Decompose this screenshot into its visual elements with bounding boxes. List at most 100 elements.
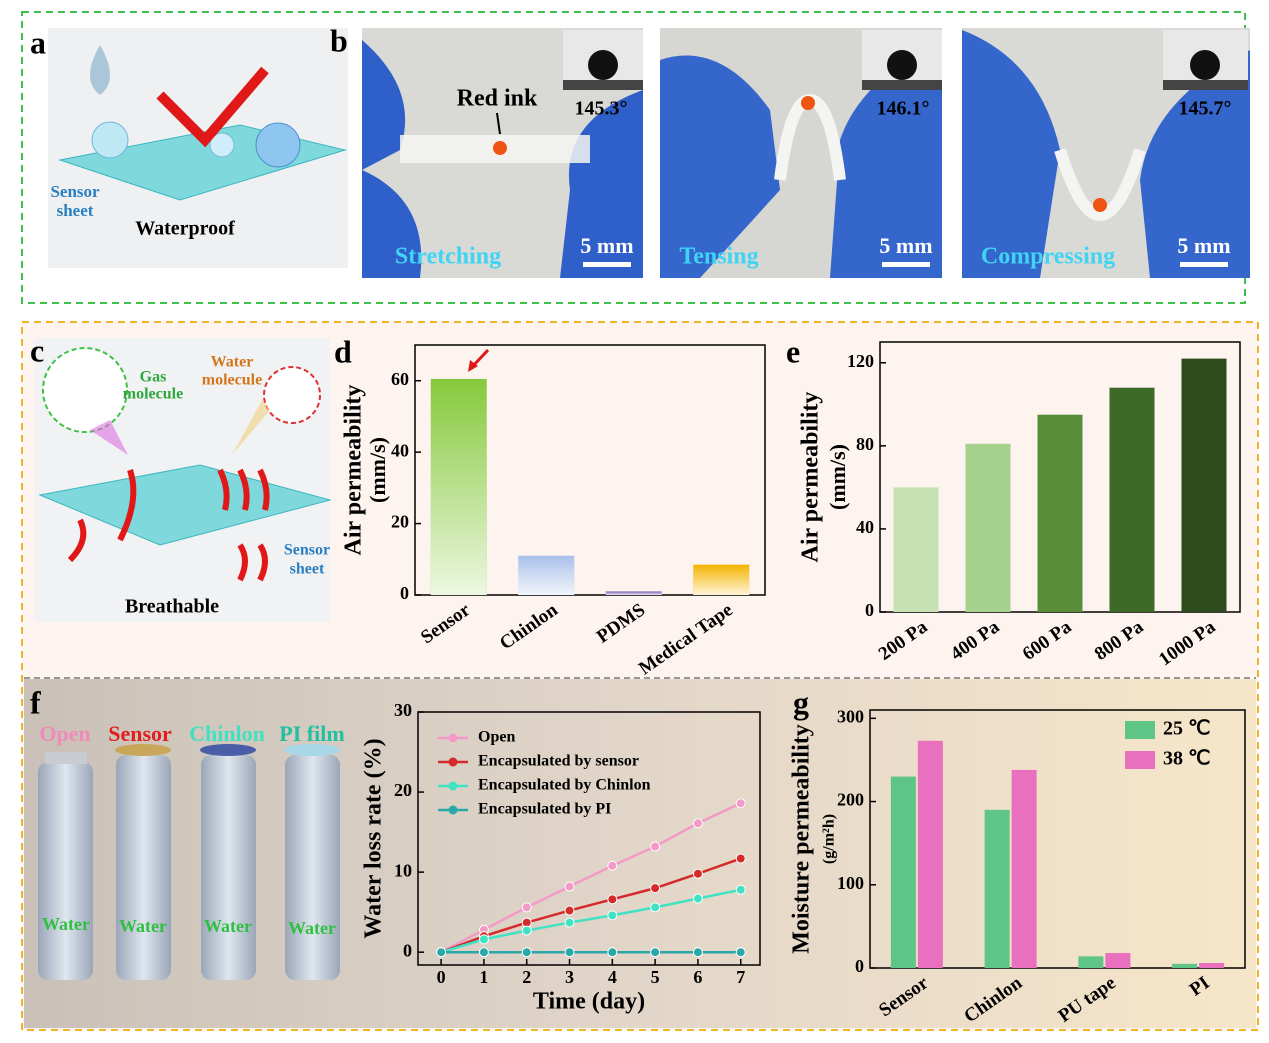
contact-angle: 145.7° [1179, 98, 1232, 120]
y-tick-label: 20 [394, 780, 412, 800]
x-tick-label: 1 [479, 967, 488, 987]
substrate [563, 80, 643, 90]
y-tick-label: 80 [856, 434, 874, 454]
cap [284, 744, 340, 756]
bottle-label: Open [39, 721, 90, 746]
strip [1054, 148, 1146, 222]
data-point [564, 905, 575, 916]
bar [1181, 358, 1227, 612]
contact-drop [887, 50, 917, 80]
x-tick-label: 6 [693, 967, 702, 987]
y-tick-label: 300 [837, 706, 864, 726]
glove [362, 40, 422, 278]
panel-label: b [330, 22, 348, 58]
data-point [564, 947, 575, 958]
bottle [38, 762, 93, 980]
caption: Breathable [125, 596, 219, 618]
y-axis-unit: (mm/s) [825, 444, 850, 510]
panel-label: a [30, 24, 46, 60]
data-point [521, 902, 532, 913]
data-point [607, 894, 618, 905]
bar-fade [430, 378, 487, 595]
legend-label: Encapsulated by PI [478, 801, 611, 818]
bar [1172, 963, 1198, 968]
highlight-arrow-head [468, 360, 478, 372]
y-tick-label: 10 [394, 860, 412, 880]
x-tick-label: 3 [565, 967, 574, 987]
annotation: Gas [140, 369, 167, 386]
caption: Waterproof [135, 218, 235, 240]
glove [962, 30, 1060, 278]
substrate [1163, 80, 1248, 90]
bottle-content: Water [42, 914, 90, 934]
scale-bar [583, 262, 631, 267]
glove [660, 55, 780, 278]
bottle [201, 755, 256, 980]
data-point [692, 818, 703, 829]
data-point [564, 917, 575, 928]
y-axis-label: Air permeability [341, 385, 367, 556]
data-point [478, 934, 489, 945]
bar-fade [605, 591, 662, 595]
legend-label: Encapsulated by Chinlon [478, 777, 651, 794]
x-tick-label: 5 [651, 967, 660, 987]
ink-drop [493, 141, 507, 155]
y-tick-label: 200 [837, 790, 864, 810]
y-tick-label: 60 [391, 369, 409, 389]
contact-drop [1190, 50, 1220, 80]
bar [984, 809, 1010, 968]
pointer [496, 112, 501, 135]
data-point [521, 925, 532, 936]
bar [1037, 414, 1083, 612]
mode-label: Stretching [395, 244, 501, 270]
scale-label: 5 mm [1177, 233, 1230, 258]
x-tick-label: 4 [608, 967, 617, 987]
legend-marker [448, 757, 458, 767]
y-axis-unit: (mm/s) [365, 437, 390, 503]
ink-drop [801, 96, 815, 110]
legend-marker [448, 805, 458, 815]
plot-frame [869, 709, 1246, 969]
data-point [478, 947, 489, 958]
y-axis-unit: (g/m²h) [821, 814, 838, 864]
y-tick-label: 40 [391, 440, 409, 460]
bar [1109, 387, 1155, 612]
annotation: molecule [202, 372, 262, 389]
data-point [650, 883, 661, 894]
bottle-label: Sensor [108, 721, 172, 746]
bar [1199, 963, 1225, 968]
mesh [38, 464, 332, 546]
legend-label: 25 ℃ [1163, 718, 1210, 740]
bottles [38, 744, 340, 980]
x-tick-label: 2 [522, 967, 531, 987]
bar [893, 487, 939, 612]
bottle-label: Chinlon [189, 721, 265, 746]
legend-marker [448, 733, 458, 743]
y-tick-label: 120 [847, 351, 874, 371]
mode-label: Tensing [679, 244, 758, 270]
droplet [91, 121, 129, 159]
cap [200, 744, 256, 756]
y-axis-label: Moisture permeability [789, 724, 815, 954]
panel-label: g [793, 684, 809, 720]
panel-label: f [30, 684, 41, 720]
y-tick-label: 40 [856, 517, 874, 537]
bar [965, 443, 1011, 612]
legend-label: 38 ℃ [1163, 748, 1210, 770]
data-point [692, 893, 703, 904]
bottle-content: Water [288, 918, 336, 938]
series-line [440, 802, 742, 954]
y-tick-label: 30 [394, 700, 412, 720]
plot-frame [414, 344, 766, 596]
photos [362, 28, 1250, 278]
droplet [209, 132, 235, 158]
scale-label: 5 mm [580, 233, 633, 258]
y-tick-label: 100 [837, 873, 864, 893]
data-point [436, 947, 447, 958]
series-line [440, 888, 741, 954]
data-point [735, 798, 746, 809]
mode-label: Compressing [981, 244, 1115, 270]
series-line [440, 857, 742, 954]
y-tick-label: 0 [865, 600, 874, 620]
